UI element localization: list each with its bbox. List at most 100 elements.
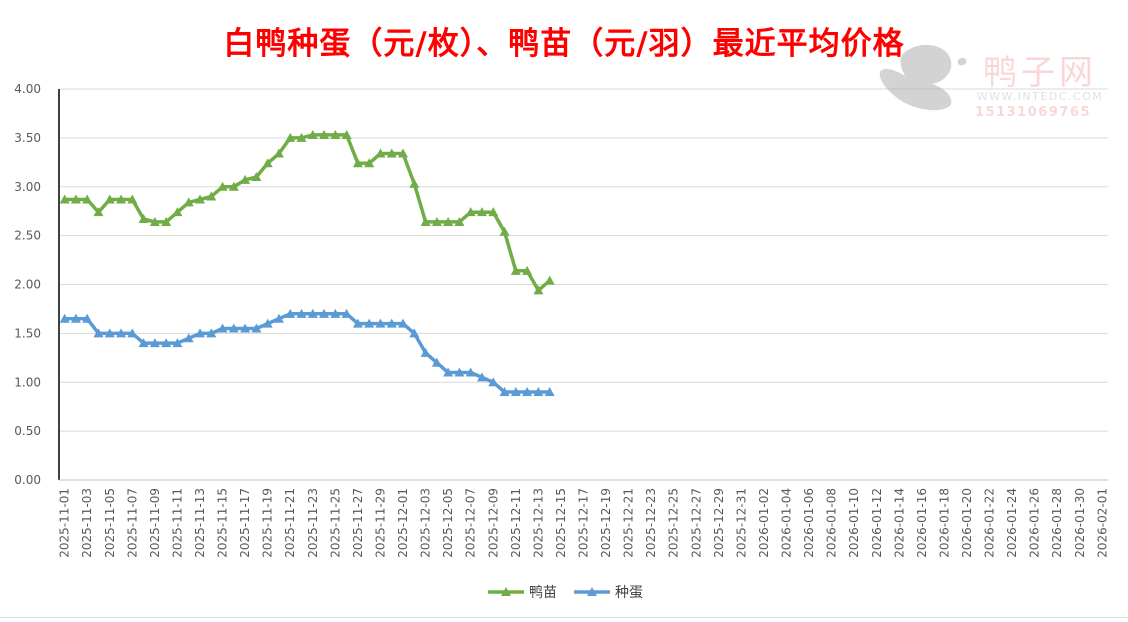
- x-tick-label: 2025-11-09: [148, 488, 162, 558]
- legend-label: 种蛋: [615, 585, 643, 601]
- data-point: [488, 207, 499, 217]
- axes: [58, 89, 1108, 481]
- x-tick-label: 2026-01-28: [1050, 488, 1064, 558]
- x-tick-label: 2025-11-03: [80, 488, 94, 558]
- data-point: [431, 357, 442, 367]
- x-tick-label: 2026-01-26: [1028, 488, 1042, 558]
- x-tick-label: 2026-01-20: [960, 488, 974, 558]
- y-tick-label: 2.50: [14, 229, 41, 243]
- data-point: [443, 367, 454, 377]
- x-tick-label: 2025-11-19: [261, 488, 275, 558]
- legend-label: 鸭苗: [529, 585, 557, 601]
- x-tick-label: 2026-01-18: [937, 488, 951, 558]
- y-tick-label: 0.50: [14, 424, 41, 438]
- data-point: [330, 308, 341, 318]
- data-point: [319, 308, 330, 318]
- x-tick-label: 2025-11-25: [328, 488, 342, 558]
- data-point: [330, 129, 341, 139]
- data-point: [341, 129, 352, 139]
- data-point: [499, 226, 510, 236]
- data-point: [273, 313, 284, 323]
- data-point: [522, 265, 533, 275]
- data-point: [161, 216, 172, 226]
- x-tick-label: 2026-01-12: [870, 488, 884, 558]
- chart-title: 白鸭种蛋（元/枚）、鸭苗（元/羽）最近平均价格: [223, 26, 905, 62]
- legend-item: 种蛋: [574, 585, 643, 601]
- data-point: [307, 308, 318, 318]
- watermark-url: WWW.INTEDC.COM: [977, 90, 1103, 103]
- data-point: [251, 171, 262, 181]
- x-tick-label: 2025-12-23: [644, 488, 658, 558]
- data-point: [476, 372, 487, 382]
- data-point: [375, 148, 386, 158]
- data-point: [352, 318, 363, 328]
- x-tick-label: 2025-11-23: [306, 488, 320, 558]
- data-point: [194, 194, 205, 204]
- data-point: [296, 132, 307, 142]
- y-axis-tick-labels: 0.00 0.50 1.00 1.50 2.00 2.50 3.00 3.50 4.00: [14, 82, 41, 487]
- data-point: [138, 214, 149, 224]
- data-point: [116, 328, 127, 338]
- data-point: [341, 308, 352, 318]
- legend-marker: [501, 587, 511, 596]
- data-point: [217, 181, 228, 191]
- x-tick-label: 2026-01-10: [847, 488, 861, 558]
- data-point: [544, 387, 555, 397]
- data-point: [465, 207, 476, 217]
- x-tick-label: 2026-01-06: [802, 488, 816, 558]
- data-point: [398, 318, 409, 328]
- data-point: [127, 328, 138, 338]
- x-tick-label: 2025-11-17: [238, 488, 252, 558]
- data-point: [149, 216, 160, 226]
- data-point: [93, 328, 104, 338]
- x-tick-label: 2026-01-02: [757, 488, 771, 558]
- series-鸭苗: [59, 129, 555, 295]
- series-line: [64, 312, 550, 394]
- x-tick-label: 2025-11-15: [216, 488, 230, 558]
- x-tick-label: 2025-12-01: [396, 488, 410, 558]
- data-point: [431, 216, 442, 226]
- data-point: [59, 313, 70, 323]
- data-point: [149, 338, 160, 348]
- data-point: [262, 158, 273, 168]
- legend-marker: [587, 587, 597, 596]
- data-point: [104, 194, 115, 204]
- data-point: [522, 387, 533, 397]
- x-tick-label: 2025-11-01: [58, 488, 72, 558]
- x-tick-label: 2025-11-11: [170, 488, 184, 558]
- watermark-phone: 15131069765: [975, 105, 1091, 120]
- data-point: [172, 338, 183, 348]
- data-point: [364, 318, 375, 328]
- data-point: [510, 265, 521, 275]
- x-tick-label: 2026-01-24: [1005, 488, 1019, 558]
- x-tick-label: 2025-12-15: [554, 488, 568, 558]
- x-tick-label: 2025-12-03: [419, 488, 433, 558]
- data-point: [161, 338, 172, 348]
- data-point: [398, 148, 409, 158]
- data-point: [420, 347, 431, 357]
- y-tick-label: 3.00: [14, 180, 41, 194]
- data-point: [240, 323, 251, 333]
- x-tick-label: 2026-01-16: [915, 488, 929, 558]
- data-point: [454, 367, 465, 377]
- data-point: [262, 318, 273, 328]
- y-tick-label: 1.00: [14, 375, 41, 389]
- legend: 鸭苗 种蛋: [488, 585, 643, 601]
- y-tick-label: 3.50: [14, 131, 41, 145]
- watermark: 鸭子网 WWW.INTEDC.COM 15131069765: [879, 44, 1103, 120]
- data-point: [488, 377, 499, 387]
- x-tick-label: 2025-12-31: [734, 488, 748, 558]
- x-tick-label: 2025-12-19: [599, 488, 613, 558]
- series-种蛋: [59, 308, 555, 397]
- data-point: [217, 323, 228, 333]
- data-point: [285, 132, 296, 142]
- data-point: [285, 308, 296, 318]
- data-point: [544, 275, 555, 285]
- data-point: [409, 328, 420, 338]
- data-point: [183, 333, 194, 343]
- x-tick-label: 2025-11-27: [351, 488, 365, 558]
- x-tick-label: 2026-01-22: [983, 488, 997, 558]
- x-tick-label: 2025-12-13: [531, 488, 545, 558]
- data-point: [296, 308, 307, 318]
